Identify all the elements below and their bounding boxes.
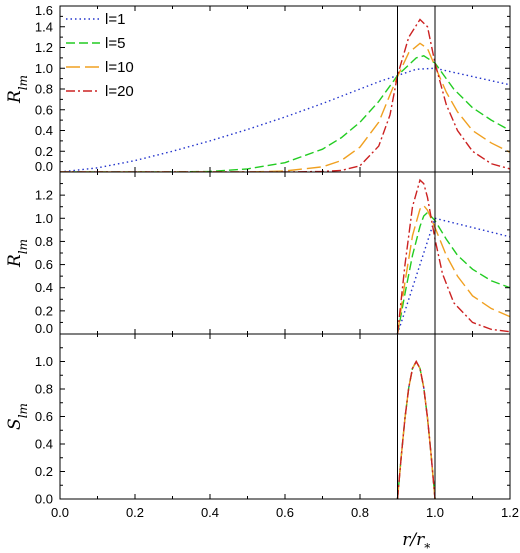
y-tick-label: 1.0 bbox=[35, 211, 53, 226]
panel-frame-3 bbox=[59, 333, 511, 500]
panel-frame-2 bbox=[59, 171, 511, 335]
y-tick-label: 0.0 bbox=[35, 159, 53, 174]
x-tick-label: 0.0 bbox=[51, 505, 69, 520]
y-tick-label: 1.0 bbox=[35, 61, 53, 76]
y-tick-label: 1.0 bbox=[35, 354, 53, 369]
series-line-l10-panel-1 bbox=[60, 42, 510, 172]
y-tick-label: 0.4 bbox=[35, 280, 53, 295]
x-tick-label: 0.4 bbox=[201, 505, 219, 520]
x-tick-label: 0.6 bbox=[276, 505, 294, 520]
x-tick-label: 1.0 bbox=[426, 505, 444, 520]
y-tick-label: 1.2 bbox=[35, 40, 53, 55]
y-tick-label: 0.0 bbox=[35, 492, 53, 507]
y-tick-label: 1.6 bbox=[35, 3, 53, 18]
y-tick-label: 0.6 bbox=[35, 409, 53, 424]
legend-label-l5: l=5 bbox=[105, 35, 125, 52]
y-tick-label: 0.6 bbox=[35, 102, 53, 117]
legend-label-l1: l=1 bbox=[105, 11, 125, 28]
x-axis-label: r/r* bbox=[402, 530, 430, 553]
series-line-l5-panel-1 bbox=[60, 55, 510, 172]
y-tick-label: 0.2 bbox=[35, 144, 53, 159]
y-tick-label: 0.8 bbox=[35, 234, 53, 249]
series-line-l10-panel-2 bbox=[396, 204, 510, 334]
y-axis-label-panel-2: Rlm bbox=[5, 239, 30, 268]
series-line-l20-panel-2 bbox=[396, 178, 510, 334]
series-line-l20-panel-3 bbox=[396, 360, 436, 499]
y-axis-label-panel-3: Slm bbox=[5, 403, 30, 430]
y-axis-label-panel-1: Rlm bbox=[5, 75, 30, 104]
y-tick-label: 0.8 bbox=[35, 382, 53, 397]
series-line-l1-panel-2 bbox=[396, 217, 510, 334]
series-line-l20-panel-1 bbox=[60, 18, 510, 172]
y-tick-label: 0.8 bbox=[35, 82, 53, 97]
y-tick-label: 0.2 bbox=[35, 303, 53, 318]
x-tick-label: 0.2 bbox=[126, 505, 144, 520]
x-tick-label: 0.8 bbox=[351, 505, 369, 520]
y-tick-label: 0.0 bbox=[35, 321, 53, 336]
y-tick-label: 0.2 bbox=[35, 464, 53, 479]
y-tick-label: 0.6 bbox=[35, 257, 53, 272]
legend-label-l10: l=10 bbox=[105, 59, 134, 76]
y-tick-label: 0.4 bbox=[35, 437, 53, 452]
y-tick-label: 1.2 bbox=[35, 188, 53, 203]
x-tick-label: 1.2 bbox=[501, 505, 519, 520]
legend-label-l20: l=20 bbox=[105, 83, 134, 100]
y-tick-label: 0.4 bbox=[35, 123, 53, 138]
y-tick-label: 1.4 bbox=[35, 19, 53, 34]
